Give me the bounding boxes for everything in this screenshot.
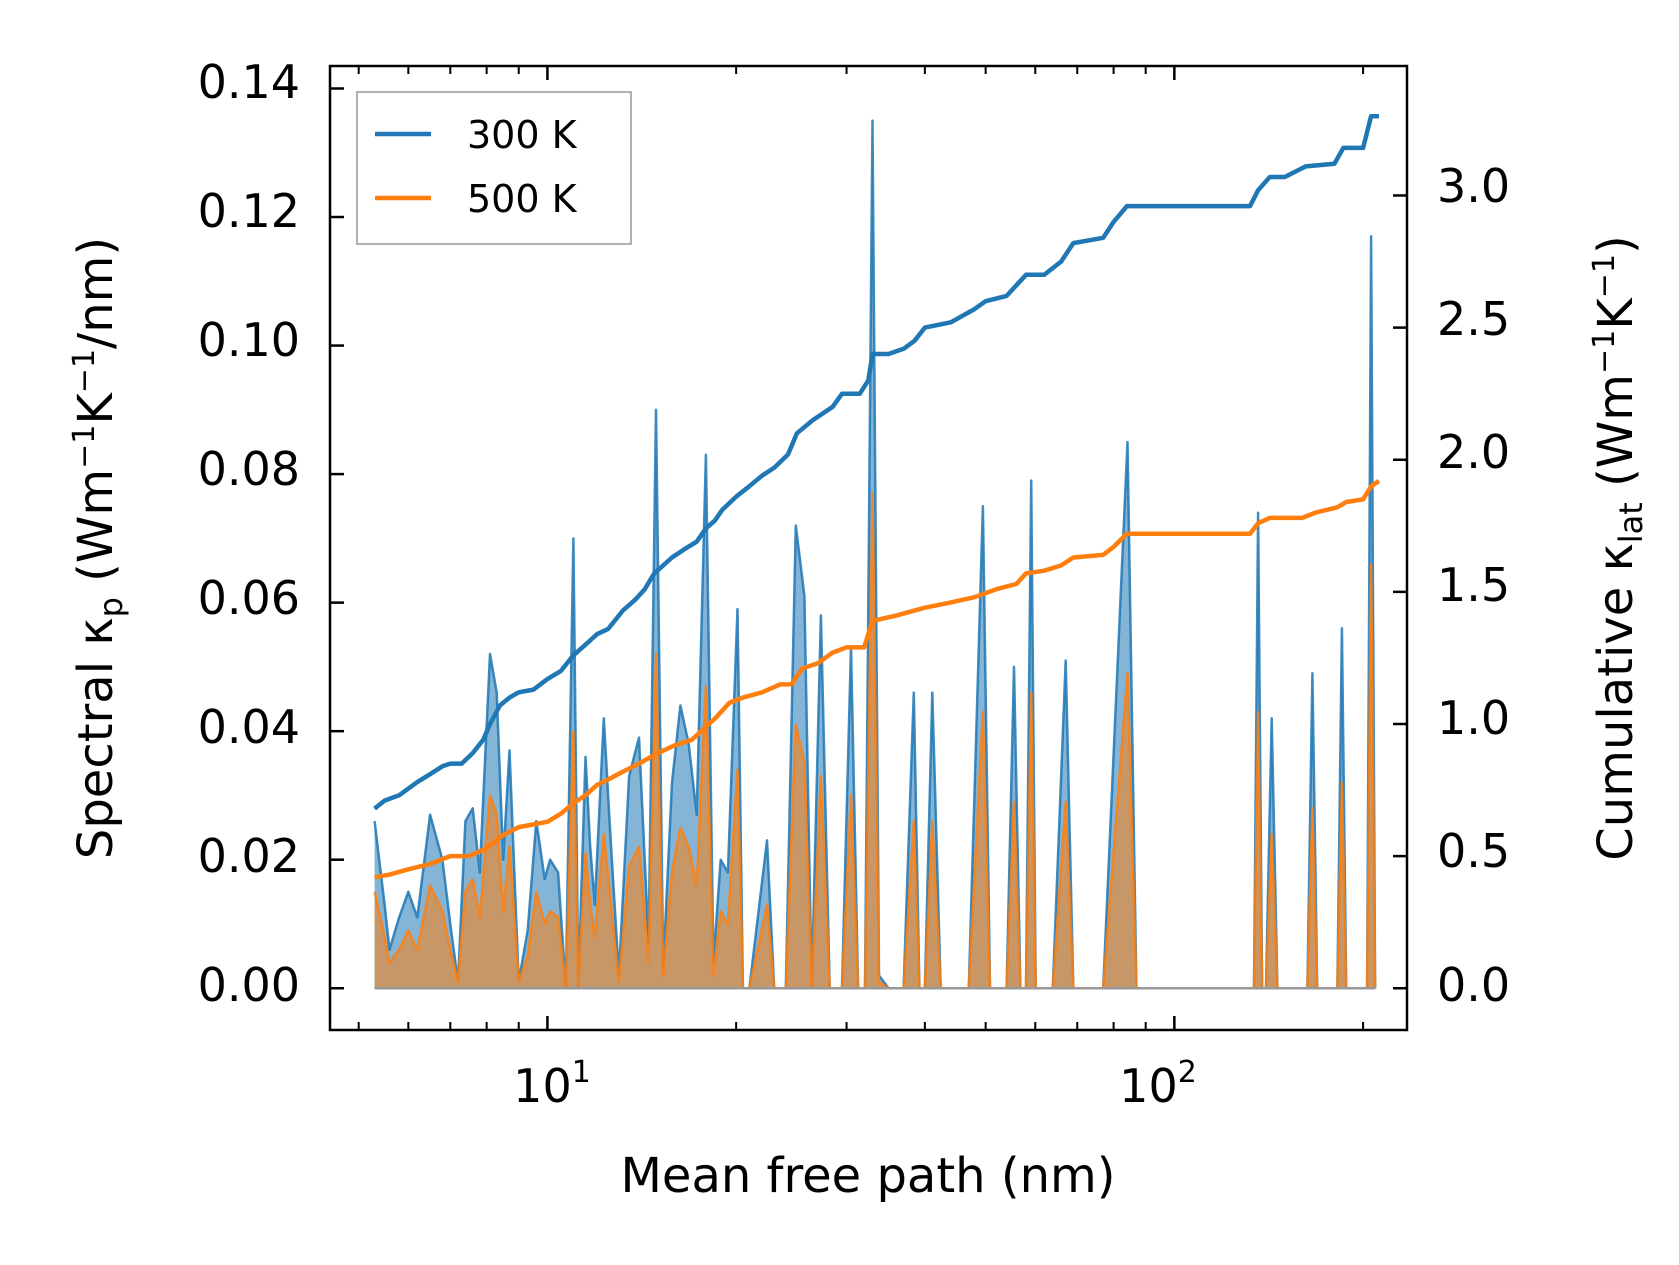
right-axis-tick-labels: 0.0 0.5 1.0 1.5 2.0 2.5 3.0 [1437, 159, 1510, 1012]
ylabel-right-sup2: −1 [1587, 254, 1622, 298]
x-tick-base: 10 [513, 1059, 572, 1113]
right-tick-label: 0.0 [1437, 958, 1510, 1012]
left-axis-tick-labels: 0.00 0.02 0.04 0.06 0.08 0.10 0.12 0.14 [198, 55, 300, 1012]
plot-frame [328, 64, 1409, 1032]
ylabel-left-sup1: −1 [67, 425, 102, 469]
ylabel-right-sub: lat [1612, 502, 1650, 543]
right-tick-label: 1.5 [1437, 558, 1510, 612]
spectral-fill-layer [373, 119, 1377, 990]
ylabel-left-prefix: Spectral κ [68, 617, 124, 859]
left-tick-label: 0.12 [198, 184, 300, 238]
legend: 300 K 500 K [356, 91, 632, 245]
x-tick-label-10: 101 [513, 1055, 591, 1113]
left-tick-label: 0.14 [198, 55, 300, 109]
x-axis-tick-labels: 101 102 [513, 1055, 1197, 1113]
ylabel-right-sup1: −1 [1587, 330, 1622, 374]
left-tick-label: 0.10 [198, 313, 300, 367]
ylabel-left-mid: K [68, 392, 124, 425]
right-tick-label: 0.5 [1437, 824, 1510, 878]
cumulative-line-500k [374, 479, 1381, 880]
right-tick-label: 1.0 [1437, 691, 1510, 745]
right-tick-label: 3.0 [1437, 159, 1510, 213]
x-tick-base: 10 [1119, 1059, 1178, 1113]
left-tick-label: 0.04 [198, 700, 300, 754]
ylabel-right-close: ) [1588, 235, 1644, 254]
cumulative-line-300k [373, 113, 1379, 811]
x-axis-label: Mean free path (nm) [621, 1148, 1116, 1204]
ylabel-left-sup2: −1 [67, 349, 102, 393]
ylabel-left-open: (Wm [68, 469, 124, 597]
right-tick-label: 2.0 [1437, 425, 1510, 479]
axis-ticks [330, 66, 1407, 1030]
left-tick-label: 0.08 [198, 442, 300, 496]
ylabel-right-open: (Wm [1588, 374, 1644, 502]
legend-label-300k: 300 K [467, 113, 578, 157]
ylabel-right-prefix: Cumulative κ [1588, 543, 1644, 861]
legend-label-500k: 500 K [467, 177, 578, 221]
left-y-axis-label: Spectral κp (Wm−1K−1/nm) [67, 237, 130, 859]
ylabel-left-close: /nm) [68, 237, 124, 349]
legend-box [356, 91, 632, 245]
x-tick-exponent: 1 [572, 1055, 591, 1090]
left-tick-label: 0.02 [198, 829, 300, 883]
right-tick-label: 2.5 [1437, 292, 1510, 346]
x-tick-label-100: 102 [1119, 1055, 1197, 1113]
ylabel-right-mid: K [1588, 297, 1644, 330]
right-y-axis-label: Cumulative κlat (Wm−1K−1) [1587, 235, 1650, 860]
left-tick-label: 0.06 [198, 571, 300, 625]
left-tick-label: 0.00 [198, 958, 300, 1012]
ylabel-left-sub: p [92, 597, 130, 617]
x-tick-exponent: 2 [1178, 1055, 1197, 1090]
cumulative-line-layer [373, 113, 1381, 880]
